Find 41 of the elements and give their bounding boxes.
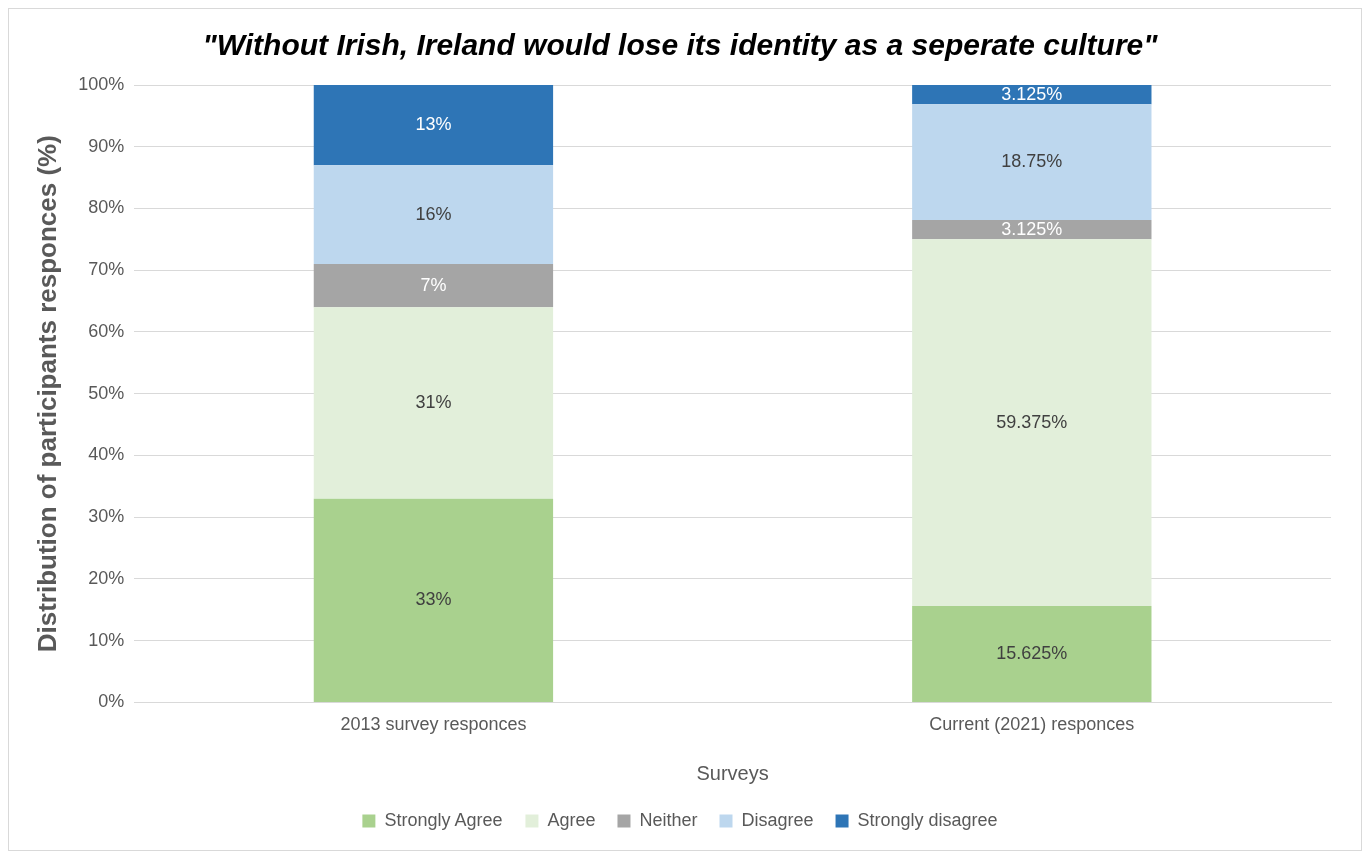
- bar: [313, 498, 554, 702]
- bar: [912, 85, 1152, 105]
- legend-label: Disagree: [741, 809, 814, 830]
- y-tick-label: 50%: [88, 382, 125, 403]
- y-tick-label: 20%: [88, 567, 125, 588]
- legend-label: Strongly disagree: [857, 809, 998, 830]
- bar: [912, 104, 1152, 221]
- data-label: 18.75%: [1001, 151, 1063, 172]
- y-tick-label: 40%: [88, 444, 125, 465]
- y-tick-label: 80%: [88, 197, 125, 218]
- bar: [912, 220, 1152, 240]
- y-tick-label: 100%: [78, 73, 125, 94]
- y-axis-title: Distribution of participants responces (%): [31, 135, 62, 653]
- x-tick-label: Current (2021) responces: [929, 714, 1135, 735]
- data-label: 33%: [415, 589, 452, 610]
- x-axis-title: Surveys: [696, 761, 769, 784]
- bar: [912, 239, 1152, 606]
- y-tick-label: 90%: [88, 135, 125, 156]
- y-tick-label: 0%: [98, 691, 125, 712]
- y-tick-label: 10%: [88, 629, 125, 650]
- legend-label: Neither: [639, 809, 698, 830]
- data-label: 13%: [415, 114, 452, 135]
- data-label: 3.125%: [1001, 218, 1063, 239]
- bar: [313, 307, 554, 499]
- data-label: 59.375%: [996, 411, 1068, 432]
- bar: [313, 264, 554, 308]
- chart-title: "Without Irish, Ireland would lose its identity as a seperate culture": [202, 28, 1159, 62]
- data-label: 7%: [420, 274, 447, 295]
- bar: [912, 605, 1152, 702]
- legend-label: Strongly Agree: [384, 809, 503, 830]
- y-tick-label: 70%: [88, 259, 125, 280]
- bar: [313, 165, 554, 265]
- x-tick-label: 2013 survey responces: [340, 714, 527, 735]
- data-label: 3.125%: [1001, 83, 1063, 104]
- y-tick-label: 30%: [88, 506, 125, 527]
- data-label: 16%: [415, 203, 452, 224]
- data-label: 31%: [415, 391, 452, 412]
- y-tick-label: 60%: [88, 320, 125, 341]
- legend-label: Agree: [547, 809, 596, 830]
- data-label: 15.625%: [996, 642, 1068, 663]
- bar: [313, 85, 554, 166]
